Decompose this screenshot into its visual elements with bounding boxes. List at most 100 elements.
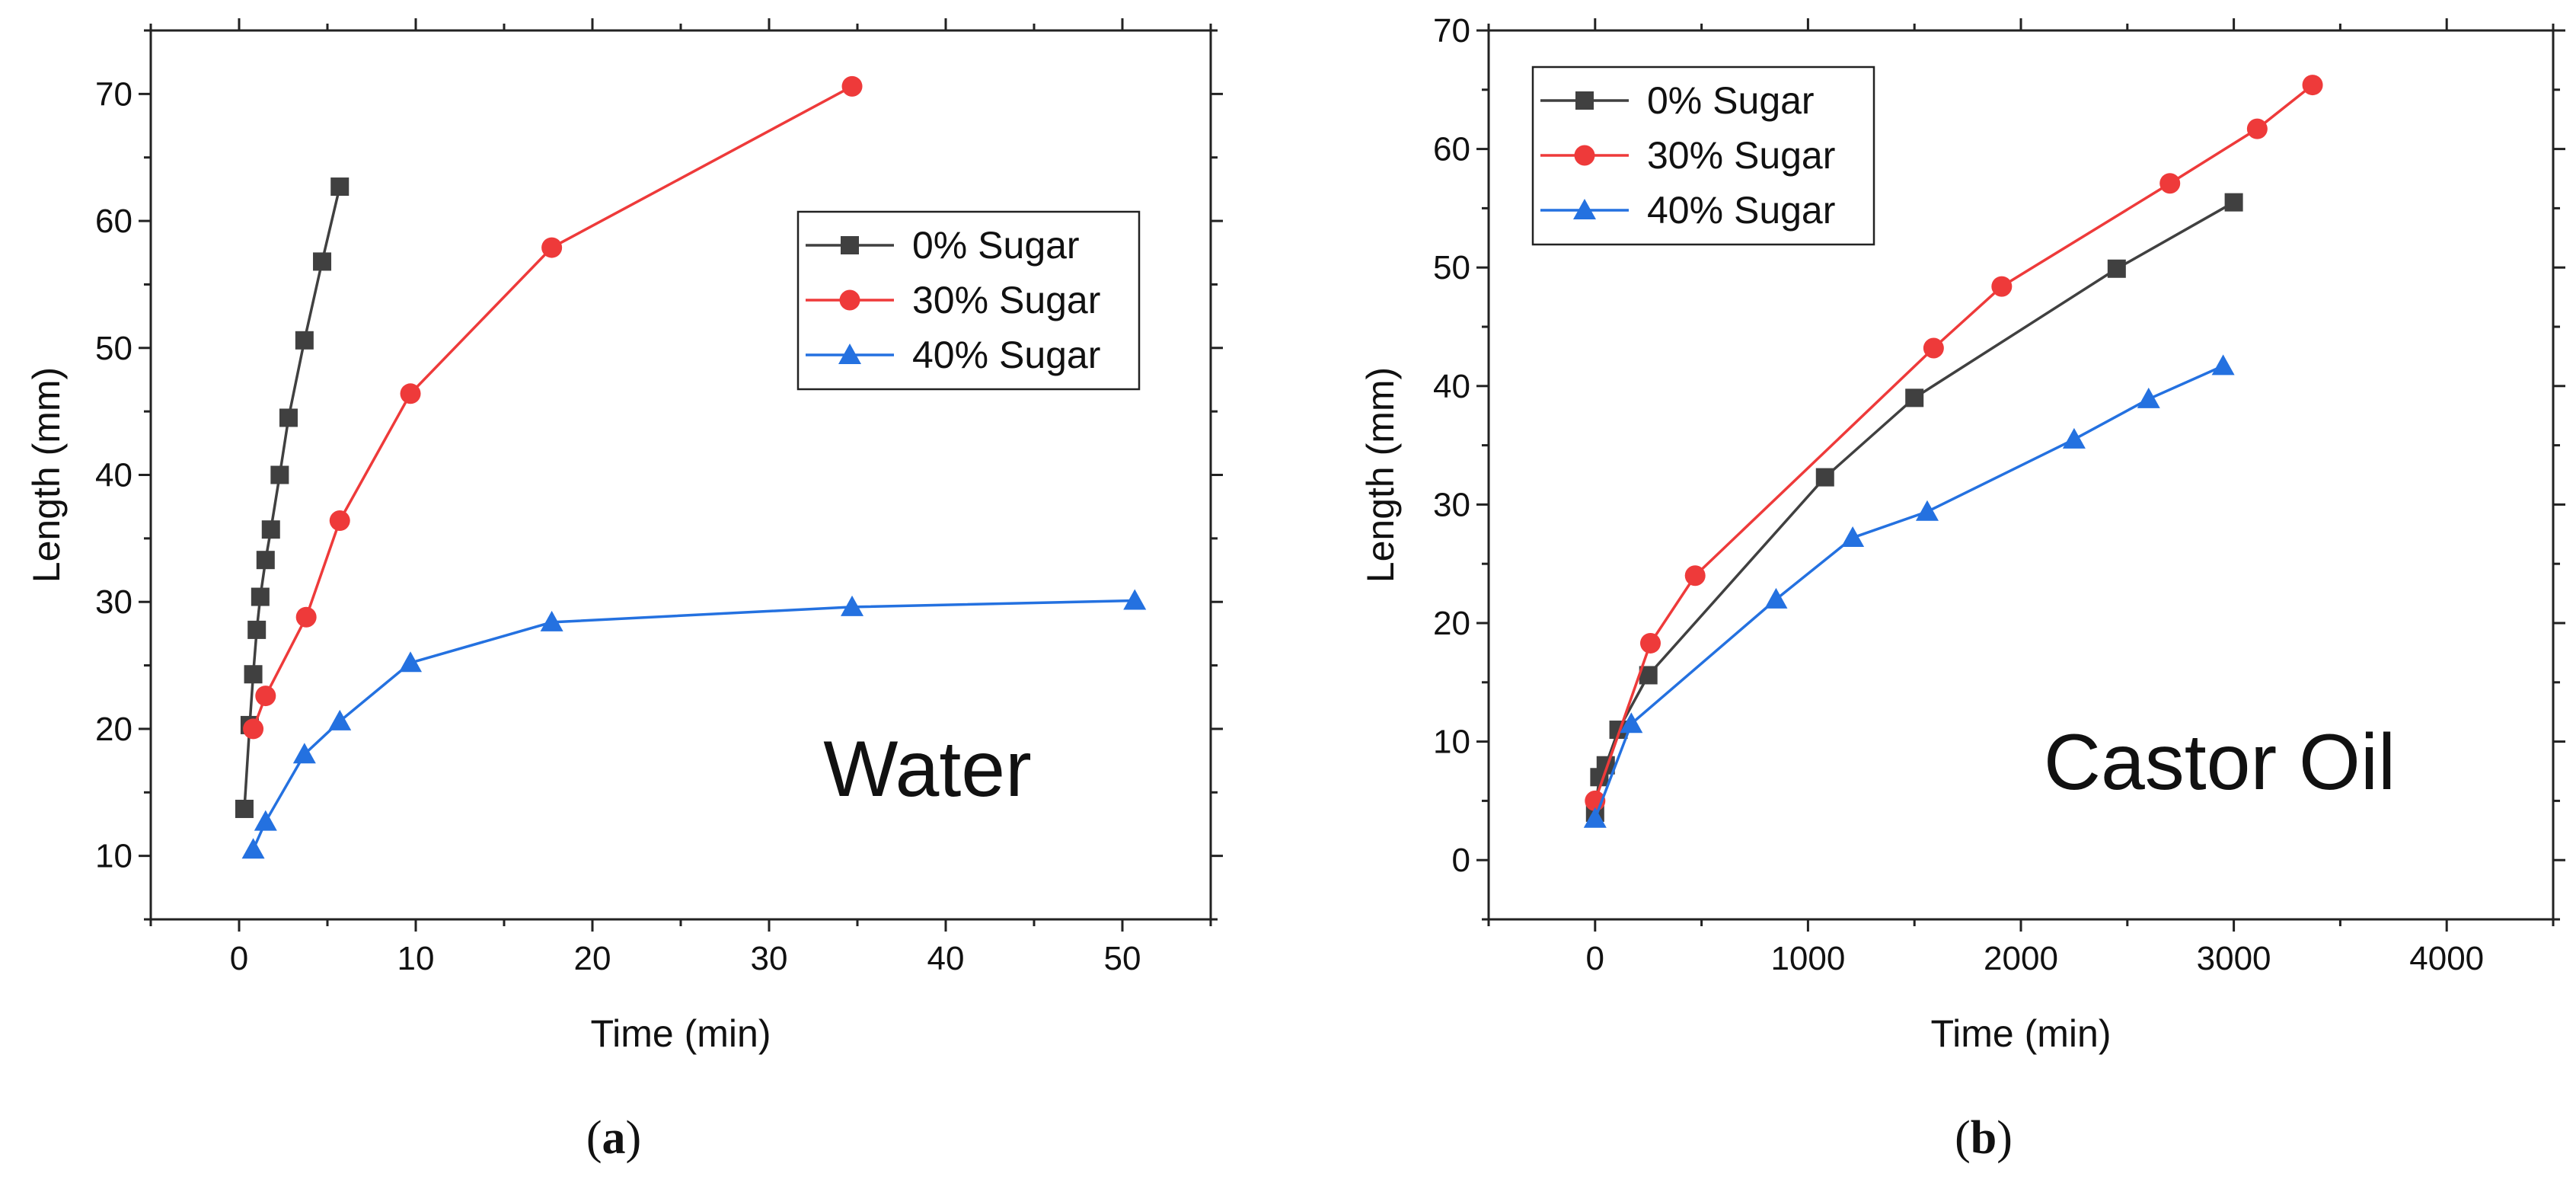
panel-a-series-0-sugar-point — [330, 177, 350, 197]
panel-b-series-40-sugar-point — [1620, 712, 1643, 734]
panel-a-series-0-sugar-point — [279, 408, 298, 427]
panel-b-x-tick-label: 1000 — [1770, 940, 1845, 977]
panel-a-label-open-paren: ( — [586, 1112, 602, 1164]
panel-a-series-40-sugar-point — [1123, 589, 1147, 610]
panel-b-series-40-sugar-point — [1915, 500, 1939, 521]
panel-a-label-letter: a — [602, 1112, 626, 1164]
panel-a-series-40-sugar-line — [251, 599, 1135, 851]
panel-b-y-tick-label: 0 — [1452, 842, 1470, 879]
panel-b-series-30-sugar-point — [2246, 118, 2268, 139]
panel-a-x-axis-title: Time (min) — [590, 1012, 771, 1055]
panel-a-y-tick-label: 70 — [95, 75, 132, 113]
panel-b-x-axis-title: Time (min) — [1930, 1012, 2111, 1055]
panel-a-y-axis-title: Length (mm) — [25, 367, 68, 583]
panel-a-series-30-sugar-point — [243, 718, 264, 740]
panel-b-legend: 0% Sugar 30% Sugar 40% Sugar — [1531, 66, 1875, 246]
panel-a-legend-entry-30-sugar-label: 30% Sugar — [912, 279, 1100, 321]
panel-b-series-30-sugar-point — [2302, 75, 2323, 96]
panel-b-annotation: Castor Oil — [2044, 718, 2396, 807]
panel-a-series-0-sugar-point — [295, 331, 314, 350]
panel-b-series-30-sugar-point — [1639, 632, 1661, 654]
panel-b-x-tick-label: 2000 — [1984, 940, 2058, 977]
panel-b-legend-entry-0-sugar-label: 0% Sugar — [1647, 79, 1815, 122]
panel-b-y-axis-title: Length (mm) — [1359, 367, 1402, 583]
panel-a-x-tick-label: 40 — [927, 940, 965, 977]
panel-b-series-0-sugar-point — [1905, 388, 1924, 408]
panel-a-water-chart: 0 10 20 30 40 50 10 20 30 40 50 60 70 Time (min) Lengt… — [25, 18, 1223, 1164]
panel-a-series-30-sugar-point — [841, 75, 863, 97]
panel-b-y-tick-label: 20 — [1433, 605, 1470, 642]
panel-a-series-30-sugar-point — [541, 237, 563, 258]
panel-a-legend-entry-30-sugar-marker — [839, 289, 860, 311]
panel-a-series-0-sugar-point — [235, 799, 254, 818]
panel-a-y-tick-label: 40 — [95, 457, 132, 494]
panel-a-series-30-sugar-point — [400, 383, 421, 404]
panel-b-series-30-sugar-point — [2159, 173, 2181, 194]
panel-b-legend-entry-30-sugar-label: 30% Sugar — [1647, 134, 1835, 177]
panel-b-castor-oil-chart: 0 1000 2000 3000 4000 0 10 20 30 40 50 60 70 Time (mi… — [1359, 12, 2565, 1164]
panel-b-series-0-sugar-point — [2224, 193, 2243, 212]
panel-a-x-tick-label: 10 — [397, 940, 435, 977]
panel-b-series-30-sugar-point — [1991, 276, 2013, 297]
panel-b-label-open-paren: ( — [1955, 1112, 1971, 1164]
panel-a-series-0-sugar-point — [256, 551, 275, 570]
panel-b-legend-entry-40-sugar-marker — [1573, 199, 1596, 219]
panel-a-label: (a) — [586, 1112, 641, 1164]
panel-b-label-letter: b — [1971, 1112, 1997, 1164]
panel-a-legend-entry-40-sugar-label: 40% Sugar — [912, 334, 1100, 376]
panel-b-series-40-sugar-point — [1841, 526, 1865, 547]
panel-a-series-0-sugar-point — [251, 587, 270, 606]
panel-b-legend-entry-30-sugar-marker — [1574, 145, 1595, 166]
panel-a-series-0-sugar-point — [261, 520, 280, 539]
panel-b-series-40-sugar-point — [2137, 387, 2160, 408]
panel-b-series-40-sugar-line — [1594, 364, 2224, 820]
panel-b-series-30-sugar-point — [1684, 565, 1706, 587]
panel-b-series-0-sugar-point — [2107, 259, 2126, 278]
panel-a-series-0-sugar-point — [313, 252, 332, 271]
panel-a-legend: 0% Sugar 30% Sugar 40% Sugar — [796, 210, 1141, 391]
panel-b-y-tick-label: 40 — [1433, 368, 1470, 405]
panel-a-annotation: Water — [823, 725, 1032, 813]
panel-a-y-tick-label: 50 — [95, 330, 132, 367]
panel-b-legend-entry-40-sugar-label: 40% Sugar — [1647, 189, 1835, 232]
panel-a-legend-entry-0-sugar-marker — [841, 236, 859, 254]
panel-b-y-tick-label: 30 — [1433, 486, 1470, 523]
panel-a-series-40-sugar-point — [241, 838, 265, 859]
panel-b-y-tick-label: 10 — [1433, 724, 1470, 761]
panel-b-y-tick-label: 70 — [1433, 12, 1470, 50]
panel-b-label: (b) — [1955, 1112, 2013, 1164]
panel-a-series-40-sugar-point — [254, 810, 277, 831]
panel-b-x-tick-label: 4000 — [2409, 940, 2484, 977]
panel-b-y-tick-label: 50 — [1433, 249, 1470, 286]
panel-a-series-0-sugar-point — [270, 465, 289, 484]
panel-b-series-40-sugar-point — [1583, 807, 1607, 828]
panel-b-x-tick-label: 0 — [1586, 940, 1604, 977]
panel-a-y-tick-label: 20 — [95, 711, 132, 748]
panel-a-y-tick-label: 10 — [95, 838, 132, 875]
panel-b-legend-entry-0-sugar-marker — [1575, 91, 1594, 110]
panel-a-series-30-sugar-point — [295, 606, 317, 628]
panel-b-series-40-sugar-point — [1764, 587, 1788, 609]
panel-a-series-40-sugar-point — [540, 610, 563, 631]
panel-a-x-tick-label: 20 — [574, 940, 611, 977]
panel-b-label-close-paren: ) — [1997, 1112, 2013, 1164]
panel-b-y-tick-label: 60 — [1433, 131, 1470, 168]
panel-a-series-30-sugar-point — [329, 510, 350, 532]
panel-a-series-30-sugar-point — [255, 686, 276, 707]
panel-a-series-40-sugar-point — [328, 709, 352, 730]
panel-b-series-30-sugar-point — [1923, 337, 1944, 359]
panel-a-y-tick-label: 60 — [95, 203, 132, 240]
panel-a-series-40-sugar-point — [399, 651, 423, 673]
panel-b-x-tick-label: 3000 — [2197, 940, 2271, 977]
panel-a-legend-entry-0-sugar-label: 0% Sugar — [912, 224, 1080, 267]
panel-b-series-30-sugar-line — [1594, 84, 2314, 801]
panel-a-y-tick-label: 30 — [95, 583, 132, 621]
panel-b-series-40-sugar-point — [2211, 354, 2235, 376]
panel-a-label-close-paren: ) — [626, 1112, 642, 1164]
panel-a-legend-entry-40-sugar-marker — [838, 344, 861, 364]
panel-a-series-40-sugar-point — [292, 743, 316, 764]
panel-a-x-tick-label: 0 — [230, 940, 248, 977]
panel-a-series-40-sugar-point — [841, 595, 864, 616]
